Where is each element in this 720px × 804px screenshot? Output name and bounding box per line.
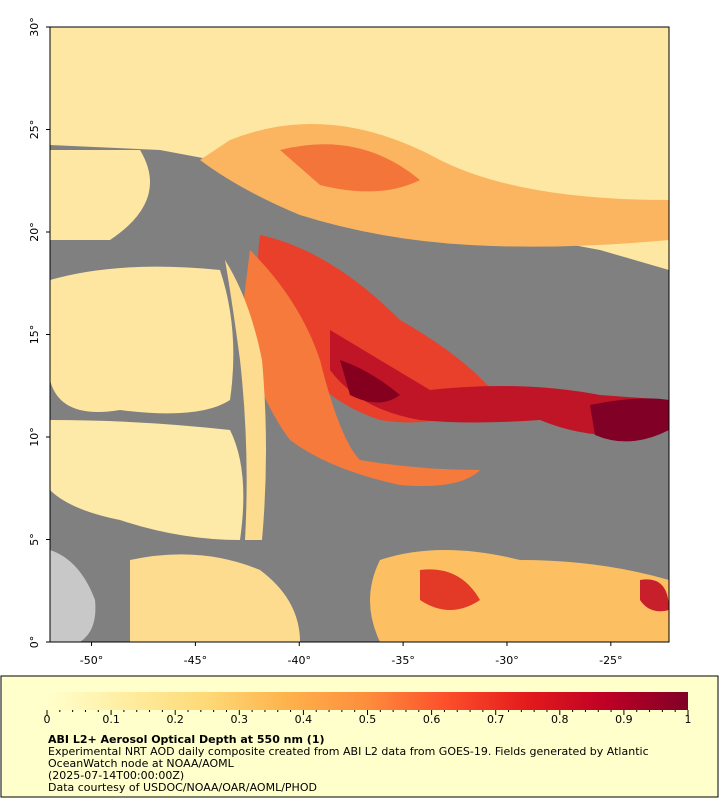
- colorbar-tick-label: 0.1: [102, 713, 120, 726]
- x-tick-label: -25°: [599, 654, 622, 667]
- y-tick-label: 5°: [28, 533, 41, 546]
- colorbar-tick-label: 0.9: [615, 713, 633, 726]
- x-tick-label: -30°: [495, 654, 518, 667]
- caption-line: Experimental NRT AOD daily composite cre…: [48, 745, 649, 758]
- x-tick-label: -50°: [80, 654, 103, 667]
- y-tick-label: 10°: [28, 427, 41, 447]
- y-tick-label: 25°: [28, 120, 41, 140]
- colorbar-tick-label: 1: [685, 713, 692, 726]
- colorbar-tick-label: 0.5: [359, 713, 377, 726]
- caption-line: OceanWatch node at NOAA/AOML: [48, 757, 235, 770]
- y-tick-label: 30°: [28, 17, 41, 37]
- colorbar-tick-label: 0.7: [487, 713, 505, 726]
- colorbar-tick-label: 0.4: [295, 713, 313, 726]
- colorbar-tick-label: 0: [44, 713, 51, 726]
- caption-line: Data courtesy of USDOC/NOAA/OAR/AOML/PHO…: [48, 781, 317, 794]
- y-tick-label: 0°: [28, 636, 41, 649]
- colorbar-tick-label: 0.8: [551, 713, 569, 726]
- colorbar-tick-label: 0.6: [423, 713, 441, 726]
- x-tick-label: -40°: [288, 654, 311, 667]
- caption-title: ABI L2+ Aerosol Optical Depth at 550 nm …: [48, 733, 325, 746]
- x-tick-label: -35°: [391, 654, 414, 667]
- map-imagery: [49, 26, 670, 643]
- caption-line: (2025-07-14T00:00:00Z): [48, 769, 184, 782]
- colorbar-tick-label: 0.3: [231, 713, 249, 726]
- colorbar-tick-label: 0.2: [166, 713, 184, 726]
- y-tick-label: 15°: [28, 325, 41, 345]
- y-tick-label: 20°: [28, 222, 41, 242]
- x-tick-label: -45°: [184, 654, 207, 667]
- colorbar: [47, 692, 688, 710]
